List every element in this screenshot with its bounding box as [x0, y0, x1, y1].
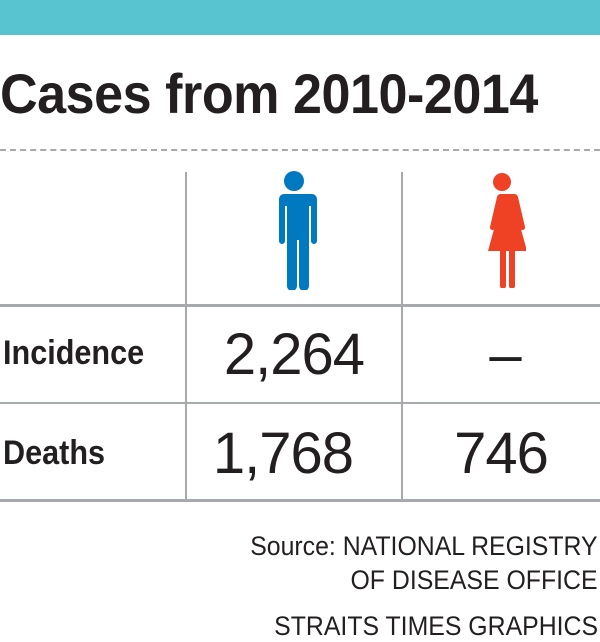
column-divider [185, 172, 187, 500]
bottom-rule [0, 499, 600, 502]
cell-incidence-male: 2,264 [223, 322, 365, 387]
dashed-divider [0, 149, 600, 151]
cell-deaths-male: 1,768 [212, 421, 354, 486]
female-figure-icon [488, 173, 526, 288]
accent-bar [0, 0, 600, 35]
row-rule [0, 402, 600, 404]
graphics-credit: STRAITS TIMES GRAPHICS [274, 611, 598, 641]
male-figure-icon [276, 171, 317, 290]
cell-deaths-female: 746 [454, 421, 549, 486]
source-line-2: OF DISEASE OFFICE [350, 565, 598, 595]
row-label-incidence: Incidence [3, 334, 145, 372]
chart-title: Cases from 2010-2014 [0, 62, 538, 125]
source-line-1: Source: NATIONAL REGISTRY [250, 531, 598, 561]
row-label-deaths: Deaths [3, 434, 106, 472]
header-rule [0, 304, 600, 307]
cell-incidence-female: – [489, 322, 521, 387]
column-divider [401, 172, 403, 500]
